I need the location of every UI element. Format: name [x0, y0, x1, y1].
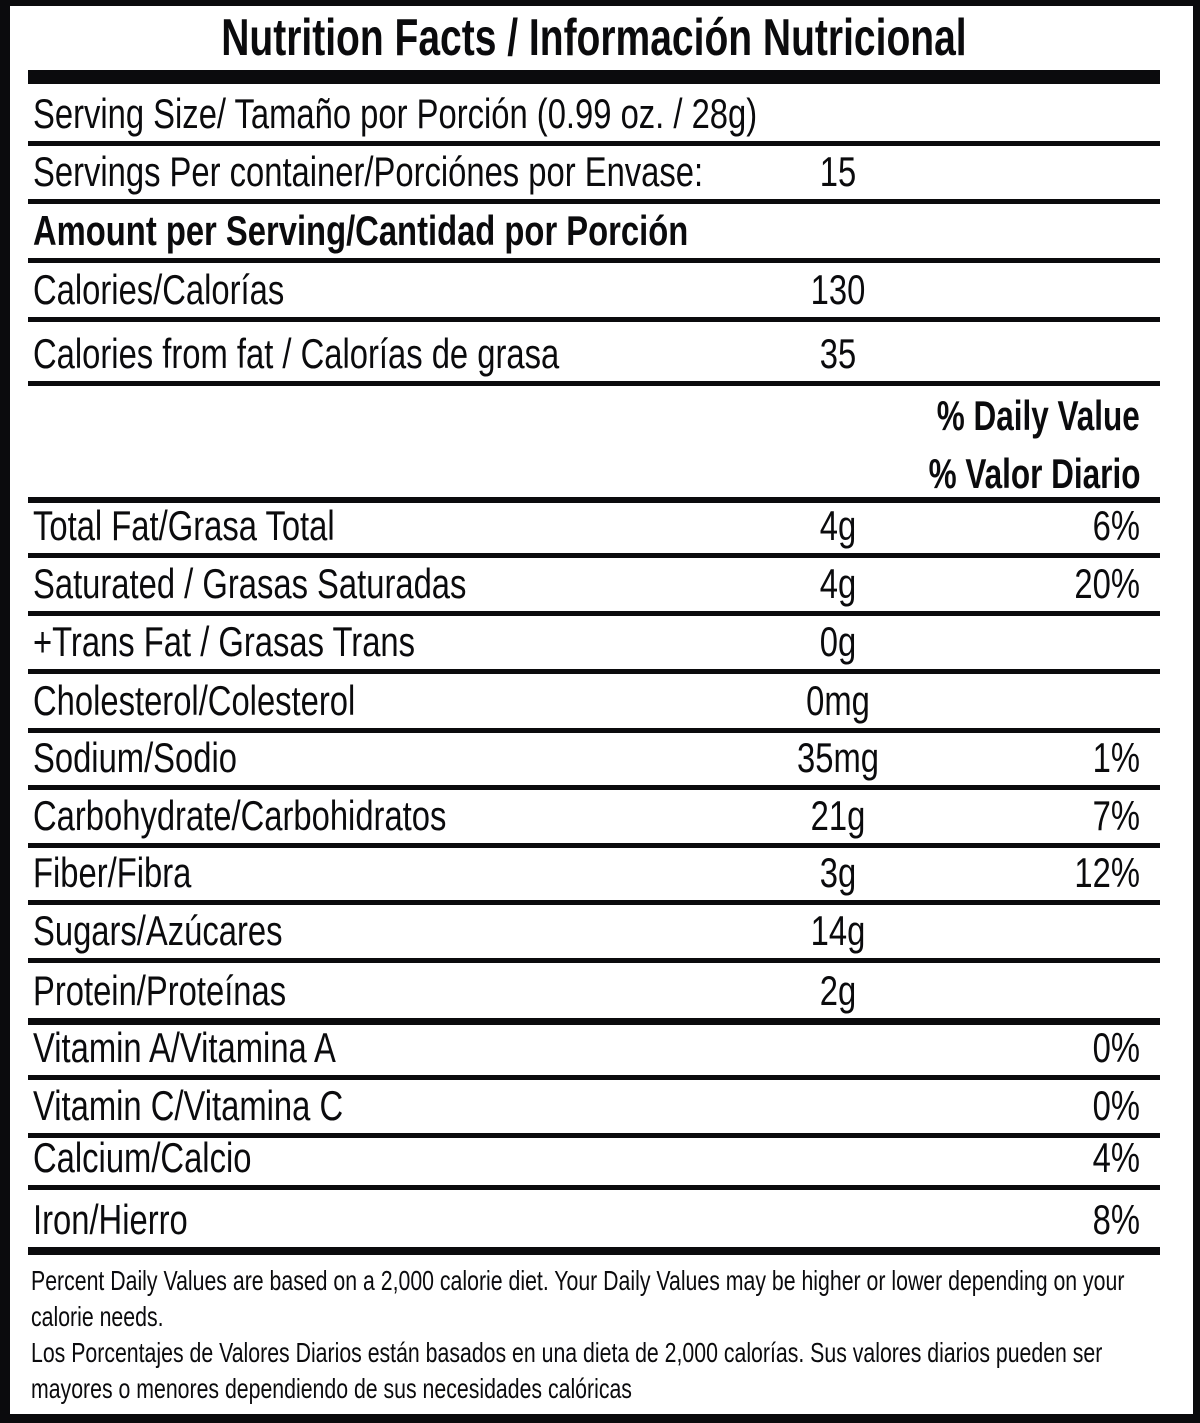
row-total-fat: Total Fat/Grasa Total 4g 6% — [28, 502, 1160, 558]
row-iron: Iron/Hierro 8% — [28, 1190, 1160, 1255]
row-sodium: Sodium/Sodio 35mg 1% — [28, 733, 1160, 790]
carbohydrate-label: Carbohydrate/Carbohidratos — [33, 792, 447, 839]
total-fat-amount: 4g — [819, 502, 857, 549]
fiber-dv: 12% — [1074, 849, 1140, 896]
protein-amount: 2g — [819, 967, 857, 1014]
row-carbohydrate: Carbohydrate/Carbohidratos 21g 7% — [28, 790, 1160, 848]
trans-fat-amount: 0g — [819, 618, 857, 665]
sodium-label: Sodium/Sodio — [33, 734, 237, 781]
row-calories-from-fat: Calories from fat / Calorías de grasa 35 — [28, 322, 1160, 386]
fiber-amount: 3g — [819, 849, 857, 896]
total-fat-label: Total Fat/Grasa Total — [33, 502, 335, 549]
footnote-es-line2: mayores o menores dependiendo de sus nec… — [31, 1373, 632, 1404]
cholesterol-amount: 0mg — [806, 677, 870, 724]
carbohydrate-dv: 7% — [1092, 792, 1140, 839]
sodium-dv: 1% — [1092, 734, 1140, 781]
amount-per-serving-header: Amount per Serving/Cantidad por Porción — [33, 207, 689, 254]
daily-value-header-en: % Daily Value — [936, 392, 1140, 439]
footnote-es-line1: Los Porcentajes de Valores Diarios están… — [31, 1337, 1103, 1368]
row-protein: Protein/Proteínas 2g — [28, 963, 1160, 1025]
calories-from-fat-label: Calories from fat / Calorías de grasa — [33, 330, 560, 377]
servings-per-container-value: 15 — [819, 148, 857, 195]
row-cholesterol: Cholesterol/Colesterol 0mg — [28, 674, 1160, 733]
sugars-amount: 14g — [810, 907, 866, 954]
row-vitamin-a: Vitamin A/Vitamina A 0% — [28, 1024, 1160, 1080]
sodium-amount: 35mg — [797, 734, 879, 781]
row-calories: Calories/Calorías 130 — [28, 263, 1160, 322]
calcium-dv: 4% — [1092, 1134, 1140, 1181]
calcium-label: Calcium/Calcio — [33, 1134, 252, 1181]
calories-value: 130 — [810, 266, 866, 313]
carbohydrate-amount: 21g — [810, 792, 866, 839]
saturated-fat-dv: 20% — [1074, 560, 1140, 607]
footnote-en-line1: Percent Daily Values are based on a 2,00… — [31, 1265, 1125, 1296]
iron-label: Iron/Hierro — [33, 1196, 188, 1243]
calories-from-fat-value: 35 — [819, 330, 857, 377]
vitamin-c-label: Vitamin C/Vitamina C — [33, 1082, 344, 1129]
row-trans-fat: +Trans Fat / Grasas Trans 0g — [28, 616, 1160, 674]
fiber-label: Fiber/Fibra — [33, 849, 192, 896]
protein-label: Protein/Proteínas — [33, 967, 287, 1014]
row-fiber: Fiber/Fibra 3g 12% — [28, 848, 1160, 905]
sugars-label: Sugars/Azúcares — [33, 907, 283, 954]
servings-per-container-label: Servings Per container/Porciónes por Env… — [33, 148, 704, 195]
row-serving-size: Serving Size/ Tamaño por Porción (0.99 o… — [28, 84, 1160, 146]
trans-fat-label: +Trans Fat / Grasas Trans — [33, 618, 416, 665]
vitamin-a-label: Vitamin A/Vitamina A — [33, 1024, 336, 1071]
facts-table: Serving Size/ Tamaño por Porción (0.99 o… — [28, 84, 1160, 1255]
title-separator-bar — [28, 70, 1160, 84]
saturated-fat-amount: 4g — [819, 560, 857, 607]
daily-value-header-block: % Daily Value % Valor Diario — [28, 386, 1160, 503]
row-amount-per-serving: Amount per Serving/Cantidad por Porción — [28, 204, 1160, 263]
daily-value-header-es: % Valor Diario — [928, 450, 1140, 497]
footnote: Percent Daily Values are based on a 2,00… — [31, 1263, 1181, 1407]
label-header: Nutrition Facts / Información Nutriciona… — [28, 6, 1160, 70]
serving-size-label: Serving Size/ Tamaño por Porción (0.99 o… — [33, 90, 758, 137]
row-saturated-fat: Saturated / Grasas Saturadas 4g 20% — [28, 558, 1160, 616]
calories-label: Calories/Calorías — [33, 266, 285, 313]
row-vitamin-c: Vitamin C/Vitamina C 0% — [28, 1080, 1160, 1138]
cholesterol-label: Cholesterol/Colesterol — [33, 677, 356, 724]
vitamin-c-dv: 0% — [1092, 1082, 1140, 1129]
row-servings-per-container: Servings Per container/Porciónes por Env… — [28, 146, 1160, 204]
footnote-en-line2: calorie needs. — [31, 1301, 164, 1332]
total-fat-dv: 6% — [1092, 502, 1140, 549]
iron-dv: 8% — [1092, 1196, 1140, 1243]
row-calcium: Calcium/Calcio 4% — [28, 1134, 1160, 1190]
row-sugars: Sugars/Azúcares 14g — [28, 905, 1160, 963]
page-title: Nutrition Facts / Información Nutriciona… — [221, 9, 967, 67]
saturated-fat-label: Saturated / Grasas Saturadas — [33, 560, 467, 607]
vitamin-a-dv: 0% — [1092, 1024, 1140, 1071]
